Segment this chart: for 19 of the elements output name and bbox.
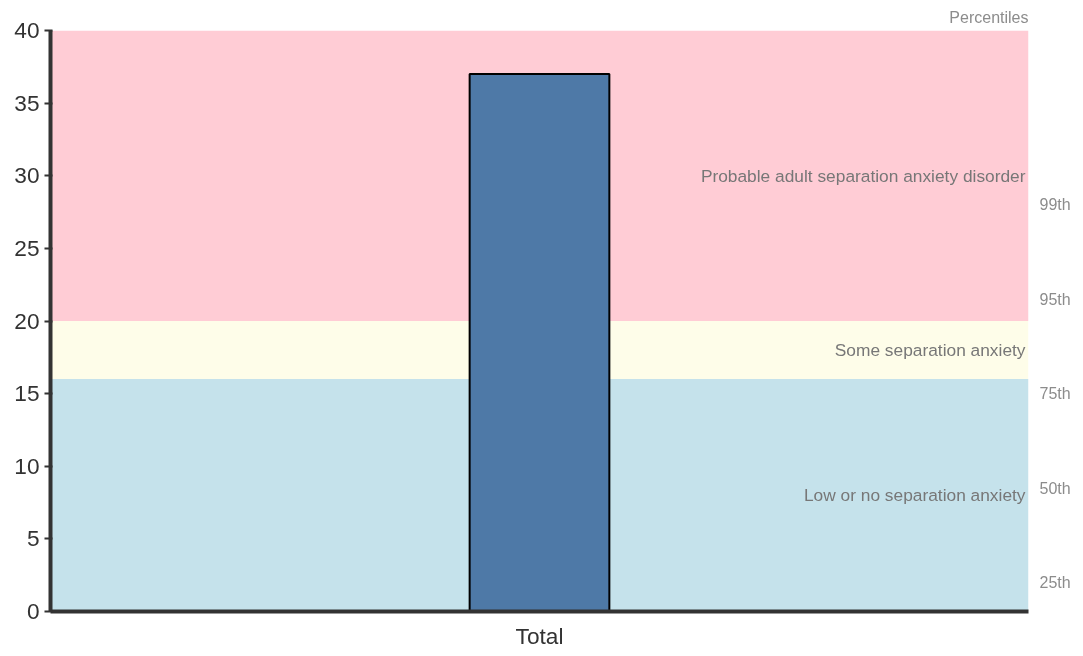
- y-tick-label: 15: [14, 380, 40, 407]
- band-label: Probable adult separation anxiety disorder: [700, 165, 1026, 186]
- text: 99th: [1039, 196, 1071, 214]
- y-tick-label: 40: [14, 17, 40, 43]
- y-tick-label: 20: [14, 307, 40, 334]
- y-tick-label: 25: [14, 234, 40, 261]
- text: 75th: [1039, 385, 1071, 403]
- band-label: Some separation anxiety: [834, 340, 1026, 361]
- x-tick-label: Total: [515, 622, 564, 649]
- text: Percentiles: [949, 8, 1029, 26]
- text: 50th: [1039, 479, 1071, 497]
- y-tick-label: 0: [26, 598, 40, 624]
- y-tick-label: 5: [26, 525, 40, 552]
- y-tick-label: 10: [14, 452, 40, 479]
- y-tick-label: 35: [14, 89, 40, 116]
- text: 95th: [1039, 290, 1071, 308]
- band-label: Low or no separation anxiety: [803, 485, 1026, 506]
- text: 25th: [1039, 573, 1071, 591]
- y-tick-label: 30: [14, 162, 40, 189]
